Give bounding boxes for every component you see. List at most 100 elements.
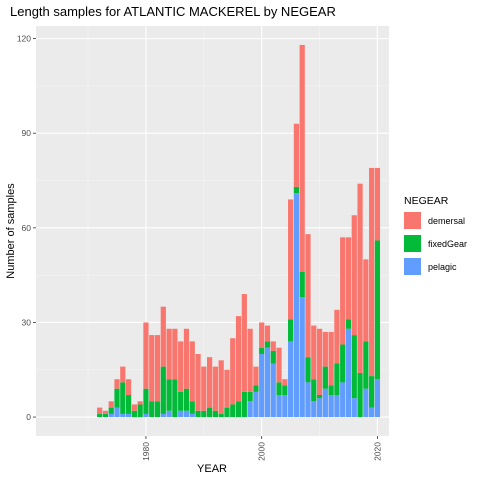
bar-segment-pelagic [253, 391, 259, 418]
bar-segment-demersal [241, 294, 247, 392]
bar-segment-demersal [131, 404, 137, 411]
bar-segment-demersal [235, 316, 242, 402]
bar-segment-fixedGear [345, 319, 352, 329]
bar-segment-fixedGear [125, 395, 132, 414]
y-axis: 0 30 60 90 120 [17, 34, 36, 422]
legend: NEGEAR demersal fixedGear pelagic [404, 195, 467, 275]
bar-segment-fixedGear [357, 372, 363, 418]
bar-segment-pelagic [189, 413, 195, 418]
bar-segment-pelagic [340, 382, 346, 418]
y-tick-label: 90 [22, 128, 32, 138]
bar-segment-fixedGear [143, 388, 149, 414]
bar-segment-pelagic [247, 401, 253, 418]
bar-segment-demersal [108, 401, 114, 408]
bar-segment-pelagic [143, 413, 149, 418]
bar-segment-pelagic [108, 413, 114, 418]
bar-segment-fixedGear [160, 366, 166, 414]
bar-segment-fixedGear [253, 385, 259, 392]
legend-key-pelagic [404, 258, 421, 275]
bar-segment-demersal [264, 325, 271, 342]
bar-segment-fixedGear [201, 410, 207, 418]
bar-segment-demersal [276, 347, 282, 383]
bar-segment-demersal [334, 309, 340, 364]
bar-segment-fixedGear [183, 388, 190, 411]
bar-segment-pelagic [334, 395, 340, 418]
bar-segment-fixedGear [282, 385, 288, 395]
bar-segment-demersal [230, 338, 236, 405]
y-tick-label: 60 [22, 223, 32, 233]
bar-segment-demersal [259, 322, 265, 348]
x-tick-label: 2000 [257, 442, 267, 461]
bar-segment-demersal [374, 167, 381, 241]
legend-key-demersal [404, 212, 421, 229]
bar-segment-fixedGear [189, 401, 195, 414]
bar-segment-pelagic [363, 388, 369, 418]
bar-segment-pelagic [369, 407, 375, 418]
bar-segment-demersal [247, 328, 253, 392]
bar-segment-fixedGear [363, 341, 369, 389]
bar-segment-fixedGear [131, 410, 137, 418]
bar-segment-pelagic [322, 388, 328, 418]
bar-segment-pelagic [270, 363, 276, 418]
bar-segment-pelagic [328, 395, 334, 418]
bar-segment-demersal [299, 44, 305, 272]
bar-segment-pelagic [345, 328, 352, 418]
bars [97, 44, 381, 418]
bar-segment-fixedGear [207, 407, 213, 418]
bar-segment-demersal [183, 328, 190, 389]
bar-segment-pelagic [114, 407, 120, 418]
bar-segment-fixedGear [293, 186, 300, 194]
bar-segment-demersal [201, 366, 207, 411]
bar-segment-fixedGear [108, 407, 114, 414]
bar-segment-demersal [178, 341, 184, 392]
bar-segment-pelagic [276, 395, 282, 418]
bar-segment-demersal [224, 369, 230, 408]
chart-title: Length samples for ATLANTIC MACKEREL by … [10, 4, 336, 19]
bar-segment-pelagic [374, 379, 381, 418]
bar-segment-pelagic [160, 413, 166, 418]
bar-segment-fixedGear [374, 240, 381, 380]
bar-segment-demersal [160, 306, 166, 367]
bar-segment-fixedGear [166, 379, 172, 411]
bar-segment-fixedGear [340, 344, 346, 383]
bar-segment-pelagic [351, 398, 357, 418]
bar-segment-pelagic [120, 413, 126, 418]
bar-segment-pelagic [316, 398, 323, 418]
bar-segment-pelagic [259, 354, 265, 418]
bar-segment-demersal [125, 379, 132, 395]
bar-segment-demersal [288, 199, 294, 320]
bar-segment-pelagic [125, 413, 132, 418]
x-tick-label: 2020 [372, 442, 382, 461]
bar-segment-demersal [340, 237, 346, 345]
bar-segment-fixedGear [218, 413, 224, 418]
bar-segment-demersal [97, 407, 103, 414]
bar-segment-demersal [363, 259, 369, 342]
bar-segment-fixedGear [230, 404, 236, 418]
bar-segment-demersal [293, 123, 300, 187]
bar-segment-demersal [322, 331, 328, 367]
bar-segment-fixedGear [259, 347, 265, 354]
bar-segment-demersal [218, 360, 224, 414]
x-tick-label: 1980 [141, 442, 151, 461]
bar-segment-fixedGear [270, 350, 276, 364]
bar-segment-demersal [212, 366, 218, 411]
bar-segment-pelagic [299, 297, 305, 418]
bar-segment-demersal [311, 325, 317, 380]
bar-segment-fixedGear [276, 382, 282, 395]
bar-segment-fixedGear [247, 391, 253, 402]
bar-segment-demersal [102, 410, 109, 414]
bar-segment-demersal [189, 341, 195, 402]
bar-segment-pelagic [178, 410, 184, 418]
legend-title: NEGEAR [404, 195, 449, 207]
bar-segment-fixedGear [351, 335, 357, 399]
bar-segment-fixedGear [288, 319, 294, 342]
bar-segment-pelagic [305, 382, 311, 418]
legend-label-pelagic: pelagic [428, 262, 457, 272]
y-axis-title: Number of samples [5, 183, 17, 279]
bar-segment-fixedGear [137, 404, 143, 418]
bar-segment-fixedGear [195, 410, 201, 418]
x-axis: 1980 2000 2020 [141, 436, 382, 461]
bar-segment-fixedGear [224, 407, 230, 418]
y-tick-label: 120 [17, 34, 31, 44]
